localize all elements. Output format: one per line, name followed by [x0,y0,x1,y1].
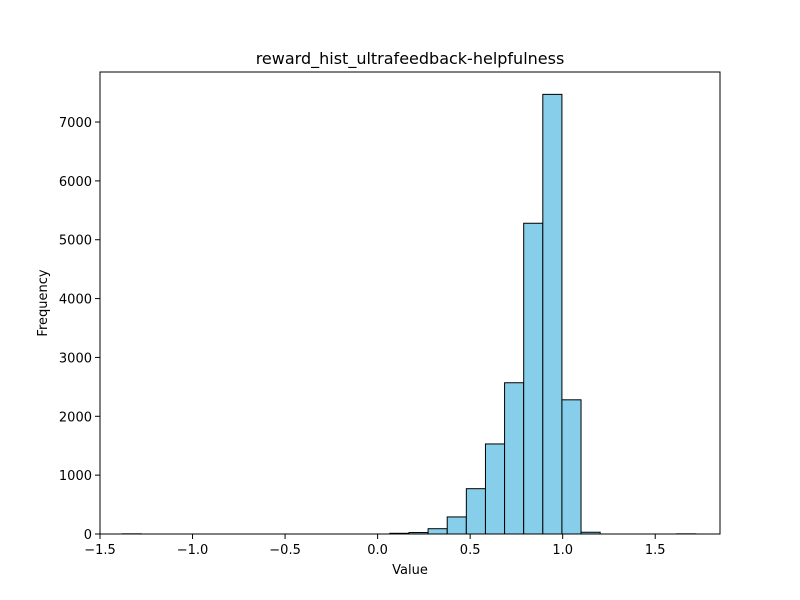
y-tick-label: 0 [84,528,92,543]
x-tick-label: −0.5 [269,543,301,558]
y-tick-label: 3000 [59,351,92,366]
y-tick-label: 2000 [59,410,92,425]
y-tick-label: 5000 [59,234,92,249]
x-axis-label: Value [392,563,428,578]
chart-title: reward_hist_ultrafeedback-helpfulness [256,49,565,69]
histogram-bar [484,443,506,535]
x-tick-label: 0.0 [367,543,388,558]
x-tick-label: −1.5 [84,543,116,558]
histogram-bar [465,488,486,535]
bars-group [121,93,697,535]
histogram-bar [504,382,525,535]
y-tick-label: 6000 [59,175,92,190]
y-tick-label: 7000 [59,116,92,131]
y-tick-label: 4000 [59,293,92,308]
histogram-bar [523,222,544,535]
x-tick-label: −1.0 [177,543,209,558]
plot-frame [99,71,721,535]
histogram-bar [542,93,563,535]
x-tick-label: 1.5 [645,543,666,558]
y-tick-label: 1000 [59,469,92,484]
histogram-bar [427,528,448,535]
x-tick-label: 0.5 [460,543,481,558]
histogram-bar [561,399,582,535]
x-tick-label: 1.0 [552,543,573,558]
x-axis-ticks: −1.5 −1.0 −0.5 0.0 0.5 1.0 1.5 [84,534,666,558]
y-axis-ticks: 0 1000 2000 3000 4000 5000 6000 7000 [59,116,100,543]
y-axis-label: Frequency [36,269,51,336]
histogram-bar [446,516,467,535]
